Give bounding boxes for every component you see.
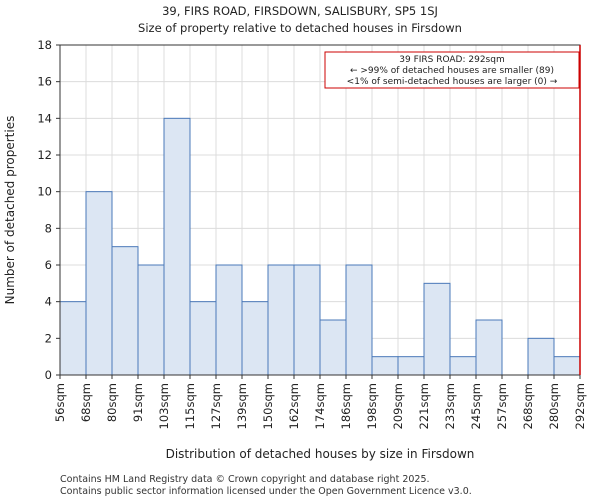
annotation-line-1: 39 FIRS ROAD: 292sqm <box>399 55 504 65</box>
y-tick-label: 4 <box>45 295 52 309</box>
x-tick-label: 186sqm <box>339 383 353 429</box>
bar-268sqm <box>527 337 555 376</box>
x-tick-label: 162sqm <box>287 383 301 429</box>
y-tick-label: 18 <box>37 38 52 52</box>
x-tick-label: 221sqm <box>417 383 431 429</box>
annotation-line-2: ← >99% of detached houses are smaller (8… <box>350 66 554 76</box>
x-tick-label: 127sqm <box>209 383 223 429</box>
x-tick-label: 209sqm <box>391 383 405 429</box>
y-tick-label: 0 <box>45 368 52 382</box>
bar-150sqm <box>267 264 295 376</box>
y-tick-label: 10 <box>37 185 52 199</box>
x-tick-label: 280sqm <box>547 383 561 429</box>
x-tick-label: 245sqm <box>469 383 483 429</box>
x-tick-label: 91sqm <box>131 383 145 422</box>
y-tick-label: 16 <box>37 75 52 89</box>
bar-245sqm <box>475 319 503 376</box>
marker-annotation: 39 FIRS ROAD: 292sqm ← >99% of detached … <box>324 51 580 89</box>
x-tick-label: 257sqm <box>495 383 509 429</box>
y-tick-label: 8 <box>45 221 52 235</box>
x-tick-label: 115sqm <box>183 383 197 429</box>
bar-174sqm <box>319 319 347 376</box>
x-tick-label: 233sqm <box>443 383 457 429</box>
bar-162sqm <box>293 264 321 376</box>
y-axis-ticks: 0 2 4 6 8 10 12 14 16 18 <box>37 38 60 382</box>
x-tick-label: 139sqm <box>235 383 249 429</box>
bar-103sqm <box>163 117 191 376</box>
bar-91sqm <box>137 264 165 376</box>
x-tick-label: 174sqm <box>313 383 327 429</box>
x-tick-label: 268sqm <box>521 383 535 429</box>
bar-139sqm <box>241 301 269 376</box>
chart-title: 39, FIRS ROAD, FIRSDOWN, SALISBURY, SP5 … <box>162 4 438 18</box>
footer-line-2: Contains public sector information licen… <box>60 486 472 497</box>
bar-233sqm <box>449 356 477 376</box>
y-tick-label: 2 <box>45 331 52 345</box>
x-axis-label: Distribution of detached houses by size … <box>166 447 475 461</box>
bars <box>59 117 581 376</box>
y-tick-label: 12 <box>37 148 52 162</box>
x-tick-label: 292sqm <box>573 383 587 429</box>
bar-56sqm <box>59 301 87 376</box>
x-tick-label: 68sqm <box>79 383 93 422</box>
bar-80sqm <box>111 246 139 376</box>
bar-186sqm <box>345 264 373 376</box>
footer-line-1: Contains HM Land Registry data © Crown c… <box>60 474 430 485</box>
x-tick-label: 150sqm <box>261 383 275 429</box>
y-tick-label: 14 <box>37 111 52 125</box>
x-tick-label: 80sqm <box>105 383 119 422</box>
bar-280sqm <box>553 356 581 376</box>
x-axis-ticks: 56sqm 68sqm 80sqm 91sqm 103sqm 115sqm 127sqm 13… <box>53 375 587 429</box>
bar-198sqm <box>371 356 399 376</box>
annotation-line-3: <1% of semi-detached houses are larger (… <box>347 77 558 87</box>
y-tick-label: 6 <box>45 258 52 272</box>
x-tick-label: 103sqm <box>157 383 171 429</box>
bar-209sqm <box>397 356 425 376</box>
bar-127sqm <box>215 264 243 376</box>
y-axis-label: Number of detached properties <box>3 116 17 305</box>
bar-221sqm <box>423 282 451 376</box>
x-tick-label: 198sqm <box>365 383 379 429</box>
chart-subtitle: Size of property relative to detached ho… <box>138 21 462 35</box>
bar-115sqm <box>189 301 217 376</box>
x-tick-label: 56sqm <box>53 383 67 422</box>
annotation-box <box>324 51 580 89</box>
bar-68sqm <box>85 191 113 376</box>
